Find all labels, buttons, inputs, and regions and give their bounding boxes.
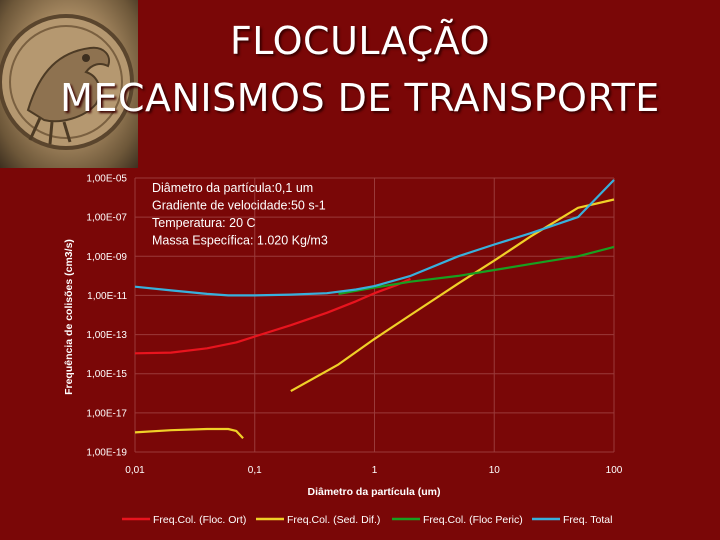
y-tick-label: 1,00E-17 [86,408,127,419]
series-line-2 [134,427,244,440]
x-tick-label: 10 [489,465,501,476]
x-tick-label: 0,01 [125,465,145,476]
annotation-line: Gradiente de velocidade:50 s-1 [152,199,326,213]
x-axis-ticks: 0,01 0,1 1 10 100 [125,465,623,476]
y-tick-label: 1,00E-09 [86,252,127,263]
legend-label: Freq. Total [563,514,612,526]
y-tick-label: 1,00E-05 [86,174,127,185]
y-tick-label: 1,00E-11 [87,291,127,302]
y-axis-title: Frequência de colisões (cm3/s) [63,239,75,395]
series-line-2 [290,198,615,393]
series-lines [134,179,615,440]
series-line-1 [134,277,411,355]
x-tick-label: 100 [606,465,623,476]
legend-label: Freq.Col. (Floc Peric) [423,514,523,526]
y-tick-label: 1,00E-07 [86,213,127,224]
slide-title-line-2: MECANISMOS DE TRANSPORTE [60,76,660,120]
x-tick-label: 1 [372,465,378,476]
legend-label: Freq.Col. (Sed. Dif.) [287,514,380,526]
x-axis-title: Diâmetro da partícula (um) [307,486,440,498]
annotation-line: Diâmetro da partícula:0,1 um [152,181,313,195]
medallion-relief-drawing [0,14,134,150]
chart-legend: Freq.Col. (Floc. Ort) Freq.Col. (Sed. Dif… [122,514,612,526]
series-line-4 [134,179,615,297]
annotation-line: Massa Específica: 1.020 Kg/m3 [152,234,328,248]
legend-label: Freq.Col. (Floc. Ort) [153,514,246,526]
slide-title-line-1: FLOCULAÇÃO [229,19,491,63]
series-line-3 [338,245,615,295]
y-tick-label: 1,00E-13 [86,330,127,341]
medallion-relief-icon [0,0,138,168]
chart-annotations: Diâmetro da partícula:0,1 um Gradiente de… [152,181,328,248]
annotation-line: Temperatura: 20 C [152,216,256,230]
y-tick-label: 1,00E-19 [86,448,127,459]
x-tick-label: 0,1 [248,465,262,476]
y-tick-label: 1,00E-15 [86,369,127,380]
y-axis-ticks: 1,00E-05 1,00E-07 1,00E-09 1,00E-11 1,00E-13… [86,174,127,459]
